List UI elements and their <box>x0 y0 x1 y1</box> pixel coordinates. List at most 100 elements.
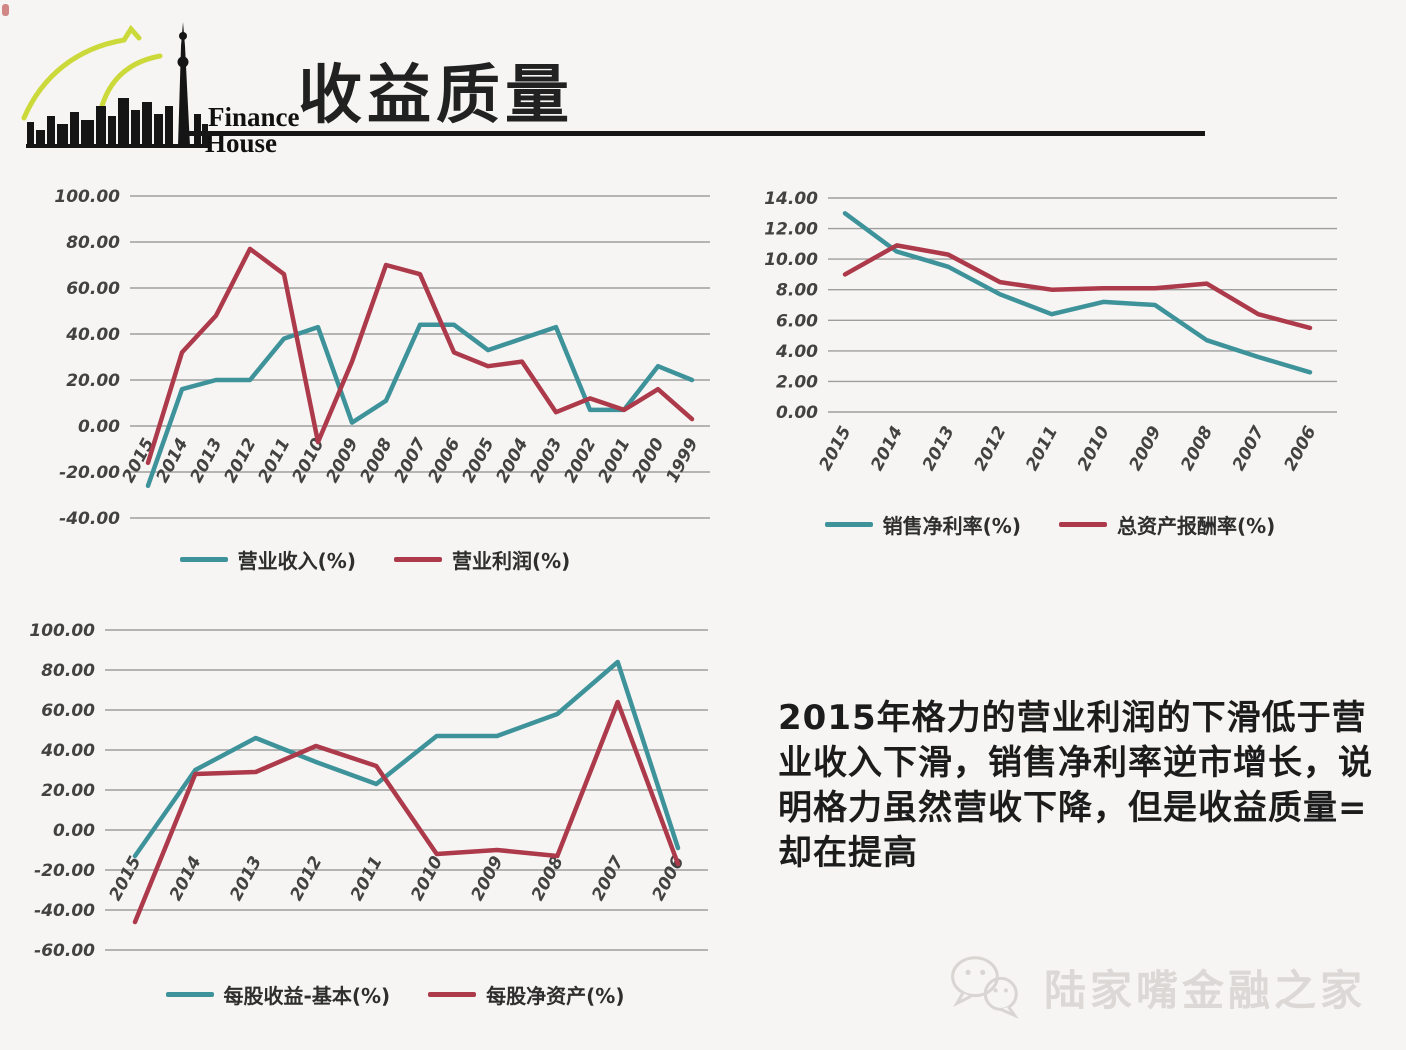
legend-label: 营业利润(%) <box>452 549 571 573</box>
legend-swatch <box>428 992 477 997</box>
legend-swatch <box>394 557 442 562</box>
y-axis-tick-label: 0.00 <box>78 417 120 437</box>
x-axis-tick-label: 2012 <box>287 853 327 904</box>
x-axis-tick-label: 2013 <box>187 435 227 486</box>
x-axis-tick-label: 2005 <box>459 435 499 486</box>
x-axis-tick-label: 2010 <box>289 435 329 486</box>
legend-label: 每股净资产(%) <box>486 984 625 1008</box>
x-axis-tick-label: 2013 <box>919 423 959 474</box>
legend-item: 营业收入(%) <box>179 545 356 574</box>
annotation-line: 2015年格力的营业利润的下滑低于营 <box>778 698 1367 738</box>
y-axis-tick-label: 40.00 <box>40 741 95 761</box>
y-axis-tick-label: 14.00 <box>764 189 818 209</box>
logo-text: Finance House <box>205 102 300 158</box>
legend-swatch <box>165 992 214 997</box>
y-axis-tick-label: 20.00 <box>66 371 120 391</box>
series-line <box>132 699 681 925</box>
x-axis-tick-label: 2007 <box>391 435 431 486</box>
legend-label: 销售净利率(%) <box>882 514 1021 538</box>
y-axis-tick-label: 20.00 <box>41 781 95 801</box>
x-axis-tick-label: 2014 <box>166 853 206 904</box>
title-underline <box>188 131 1205 136</box>
x-axis-tick-label: 2010 <box>407 853 447 904</box>
page-title: 收益质量 <box>298 59 574 133</box>
annotation-text: 2015年格力的营业利润的下滑低于营 业收入下滑，销售净利率逆市增长，说 明格力… <box>778 696 1398 876</box>
x-axis-tick-label: 2011 <box>1022 423 1062 474</box>
annotation-line: 却在提高 <box>778 833 918 873</box>
x-axis-tick-label: 2011 <box>347 853 387 904</box>
series-line <box>145 246 695 466</box>
y-axis-tick-label: 40.00 <box>65 325 120 345</box>
series-line <box>145 322 695 489</box>
y-axis-tick-label: 10.00 <box>764 250 818 270</box>
chart-eps-bvps-legend: 每股收益-基本(%) 每股净资产(%) <box>30 980 760 1009</box>
y-axis-tick-label: 80.00 <box>66 233 120 253</box>
y-axis-tick-label: 8.00 <box>776 281 818 301</box>
y-axis-tick-label: 60.00 <box>41 701 95 721</box>
x-axis-tick-label: 2009 <box>323 435 363 486</box>
logo-arcs-icon <box>21 24 163 121</box>
x-axis-tick-label: 2008 <box>357 435 397 486</box>
chart-margin-roa-legend: 销售净利率(%) 总资产报酬率(%) <box>740 510 1360 539</box>
legend-label: 营业收入(%) <box>237 549 356 573</box>
wechat-icon <box>951 956 1019 1019</box>
y-axis-tick-label: 6.00 <box>776 311 818 331</box>
y-axis-tick-label: 2.00 <box>776 372 818 392</box>
x-axis-tick-label: 2006 <box>649 853 689 904</box>
y-axis-tick-label: 0.00 <box>53 821 95 841</box>
watermark: 陆家嘴金融之家 <box>944 948 1366 1026</box>
x-axis-tick-label: 2008 <box>1177 423 1217 474</box>
legend-item: 每股净资产(%) <box>428 980 624 1009</box>
x-axis-tick-label: 2010 <box>1074 423 1114 474</box>
x-axis-tick-label: 2012 <box>971 423 1011 474</box>
chart-revenue-profit-legend: 营业收入(%) 营业利润(%) <box>30 545 720 574</box>
y-axis-tick-label: 12.00 <box>764 220 818 240</box>
y-axis-tick-label: 60.00 <box>66 279 120 299</box>
legend-swatch <box>179 557 228 562</box>
y-axis-tick-label: -40.00 <box>34 901 95 921</box>
legend-label: 总资产报酬率(%) <box>1117 514 1276 538</box>
x-axis-tick-label: 2002 <box>561 435 601 486</box>
y-axis-tick-label: -20.00 <box>59 463 120 483</box>
x-axis-tick-label: 2006 <box>425 435 465 486</box>
x-axis-tick-label: 2004 <box>493 435 533 486</box>
watermark-text: 陆家嘴金融之家 <box>1044 965 1367 1015</box>
chart-revenue-profit: 100.00 80.00 60.00 40.00 20.00 0.00 -20.00 -40.… <box>54 187 710 529</box>
x-axis-tick-label: 2007 <box>588 853 628 904</box>
legend-item: 每股收益-基本(%) <box>165 980 391 1009</box>
annotation-line: 业收入下滑，销售净利率逆市增长，说 <box>778 743 1373 783</box>
x-axis-tick-label: 2003 <box>527 435 567 486</box>
y-axis-tick-label: 4.00 <box>775 342 818 362</box>
x-axis-tick-label: 2011 <box>255 435 295 486</box>
y-axis-tick-label: 100.00 <box>54 187 120 207</box>
x-axis-tick-label: 2008 <box>528 853 568 904</box>
chart-eps-bvps: 100.00 80.00 60.00 40.00 20.00 0.00 -20.00 -40.… <box>30 621 708 961</box>
x-axis-tick-label: 2007 <box>1229 423 1269 474</box>
y-axis-tick-label: -60.00 <box>34 941 95 961</box>
series-line <box>842 243 1313 331</box>
legend-item: 营业利润(%) <box>394 545 570 574</box>
logo-text-finance: Finance <box>208 102 300 132</box>
y-axis-tick-label: 100.00 <box>30 621 95 641</box>
series-line <box>842 211 1313 375</box>
x-axis-tick-label: 2015 <box>106 853 146 904</box>
y-axis-tick-label: -40.00 <box>59 509 120 529</box>
legend-swatch <box>1059 522 1107 527</box>
legend-item: 总资产报酬率(%) <box>1059 510 1275 539</box>
annotation-line: 明格力虽然营收下降，但是收益质量= <box>778 788 1368 828</box>
x-axis-tick-label: 2009 <box>468 853 508 904</box>
series-line <box>132 659 681 859</box>
x-axis-tick-label: 2012 <box>221 435 261 486</box>
x-axis-tick-label: 2015 <box>816 423 856 474</box>
legend-swatch <box>824 522 873 527</box>
x-axis-tick-label: 2014 <box>867 423 907 474</box>
corner-artifact <box>2 4 9 16</box>
legend-label: 每股收益-基本(%) <box>223 984 391 1008</box>
y-axis-tick-label: 80.00 <box>41 661 95 681</box>
x-axis-tick-label: 2006 <box>1281 423 1321 474</box>
x-axis-tick-label: 2009 <box>1126 423 1166 474</box>
legend-item: 销售净利率(%) <box>824 510 1021 539</box>
y-axis-tick-label: -20.00 <box>34 861 95 881</box>
